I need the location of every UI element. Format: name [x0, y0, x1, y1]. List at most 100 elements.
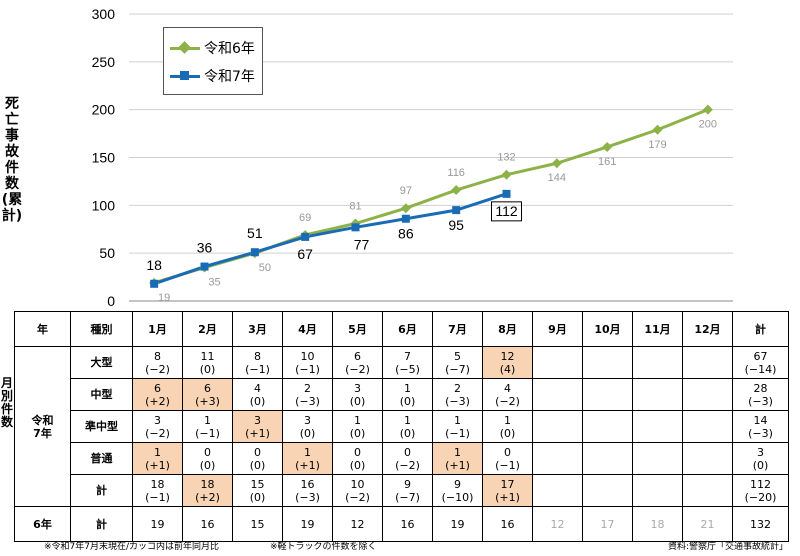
vehicle-type-label: 計 — [70, 474, 133, 507]
column-header: 4月 — [282, 311, 333, 347]
column-header: 6月 — [382, 311, 433, 347]
legend-item-reiwa6: 令和6年 — [170, 37, 260, 57]
data-label-reiwa6: 179 — [648, 139, 666, 151]
footnote-exclusion: ※軽トラックの件数を除く — [270, 542, 377, 552]
table-cell: 16 (−3) — [282, 474, 333, 507]
legend-label-reiwa7: 令和7年 — [204, 69, 255, 85]
y-tick-label: 200 — [92, 102, 116, 118]
column-header: 7月 — [432, 311, 483, 347]
vehicle-type-label: 中型 — [70, 378, 133, 411]
table-row: 準中型 3 (−2) 1 (−1) 3 (+1) 3 (0) 1 (0) 1 (0) 1 (−1) 1 (0) 1… — [15, 410, 789, 443]
point-reiwa7 — [452, 206, 461, 215]
table-cell: 1 (+1) — [432, 442, 483, 475]
data-label-reiwa6: 35 — [208, 277, 220, 289]
diamond-marker-icon — [178, 41, 191, 54]
data-label-reiwa6: 132 — [497, 152, 515, 164]
y-tick-label: 250 — [92, 54, 116, 70]
y-tick-label: 0 — [107, 293, 115, 309]
table-cell: 6 (+3) — [182, 378, 233, 411]
table-cell: 0 (0) — [332, 442, 383, 475]
data-label-reiwa6: 144 — [548, 172, 566, 184]
year-label-reiwa7: 令和 7年 — [14, 346, 71, 507]
point-reiwa6 — [451, 185, 462, 196]
table-cell — [682, 378, 733, 411]
table-cell: 12 — [532, 506, 583, 542]
y-tick-label: 300 — [92, 6, 116, 22]
column-header: 1月 — [132, 311, 183, 347]
table-cell: 18 (+2) — [182, 474, 233, 507]
table-cell — [682, 346, 733, 379]
table-cell: 3 (−2) — [132, 410, 183, 443]
table-cell: 1 (−1) — [432, 410, 483, 443]
data-label-reiwa7: 77 — [354, 236, 370, 252]
legend-item-reiwa7: 令和7年 — [170, 65, 260, 85]
table-cell: 0 (0) — [182, 442, 233, 475]
point-reiwa7 — [150, 279, 159, 288]
legend-label-reiwa6: 令和6年 — [204, 41, 255, 57]
table-cell: 21 — [682, 506, 733, 542]
vehicle-type-label: 普通 — [70, 442, 133, 475]
square-marker-icon — [180, 71, 189, 80]
table-cell — [632, 378, 683, 411]
series-line-reiwa7 — [153, 192, 507, 286]
table-row: 普通 1 (+1) 0 (0) 0 (0) 1 (+1) 0 (0) 0 (−2) 1 (+1) 0 (−1) 3… — [15, 442, 789, 475]
table-cell: 10 (−2) — [332, 474, 383, 507]
point-reiwa7 — [301, 232, 310, 241]
column-header: 3月 — [232, 311, 283, 347]
table-cell: 15 — [232, 506, 283, 542]
table-cell: 1 (−1) — [182, 410, 233, 443]
row-total: 3 (0) — [732, 442, 789, 475]
table-cell: 18 (−1) — [132, 474, 183, 507]
table-cell — [582, 378, 633, 411]
table-cell: 17 (+1) — [482, 474, 533, 507]
table-cell: 16 — [382, 506, 433, 542]
point-reiwa6 — [501, 169, 512, 180]
data-label-reiwa6: 161 — [598, 156, 616, 168]
column-header: 11月 — [632, 311, 683, 347]
data-label-reiwa6: 81 — [349, 201, 361, 213]
table-cell — [532, 410, 583, 443]
data-label-reiwa6: 116 — [447, 167, 465, 179]
y-tick-label: 100 — [92, 197, 116, 213]
point-reiwa6 — [702, 104, 713, 115]
table-cell: 7 (−5) — [382, 346, 433, 379]
point-reiwa6 — [400, 203, 411, 214]
table-cell — [582, 410, 633, 443]
data-label-reiwa7: 18 — [146, 257, 162, 273]
vehicle-type-label: 計 — [70, 506, 133, 542]
table-cell: 18 — [632, 506, 683, 542]
data-table: 年種別 1月 2月 3月 4月 5月 6月 7月 8月 9月 10月 11月 12月計 令和 7年 大型 8… — [14, 311, 789, 542]
table-cell: 2 (−3) — [432, 378, 483, 411]
column-header: 計 — [732, 311, 789, 347]
table-cell — [682, 442, 733, 475]
table-cell: 1 (+1) — [282, 442, 333, 475]
table-cell: 12 — [332, 506, 383, 542]
column-header: 9月 — [532, 311, 583, 347]
table-header-row: 年種別 1月 2月 3月 4月 5月 6月 7月 8月 9月 10月 11月 12月計 — [14, 311, 789, 347]
column-header: 2月 — [182, 311, 233, 347]
data-table-wrap: 年種別 1月 2月 3月 4月 5月 6月 7月 8月 9月 10月 11月 12月計 令和 7年 大型 8… — [14, 311, 789, 542]
table-row: 中型 6 (+2) 6 (+3) 4 (0) 2 (−3) 3 (0) 1 (0) 2 (−3) 4 (−2) 2… — [15, 378, 789, 411]
table-cell: 9 (−10) — [432, 474, 483, 507]
y-tick-label: 150 — [92, 150, 116, 166]
column-header: 種別 — [70, 311, 133, 347]
table-cell: 19 — [282, 506, 333, 542]
table-cell: 9 (−7) — [382, 474, 433, 507]
vehicle-type-label: 準中型 — [70, 410, 133, 443]
data-label-reiwa7: 95 — [448, 217, 464, 233]
line-chart: 0 50 100 150 200 250 300 19 35 50 69 81 97 116 132 144 1… — [92, 6, 733, 309]
row-total: 14 (−3) — [732, 410, 789, 443]
table-cell — [632, 474, 683, 507]
table-cell — [682, 474, 733, 507]
table-cell: 8 (−1) — [232, 346, 283, 379]
table-cell: 8 (−2) — [132, 346, 183, 379]
legend: 令和6年 令和7年 — [163, 27, 263, 95]
table-cell: 16 — [182, 506, 233, 542]
point-reiwa7 — [401, 214, 410, 223]
data-label-reiwa6: 19 — [158, 292, 170, 304]
data-label-reiwa7: 36 — [197, 240, 213, 256]
table-cell — [532, 474, 583, 507]
column-header: 8月 — [482, 311, 533, 347]
table-cell: 15 (0) — [232, 474, 283, 507]
y-axis-label: 死亡事故件数(累計) — [1, 96, 23, 224]
